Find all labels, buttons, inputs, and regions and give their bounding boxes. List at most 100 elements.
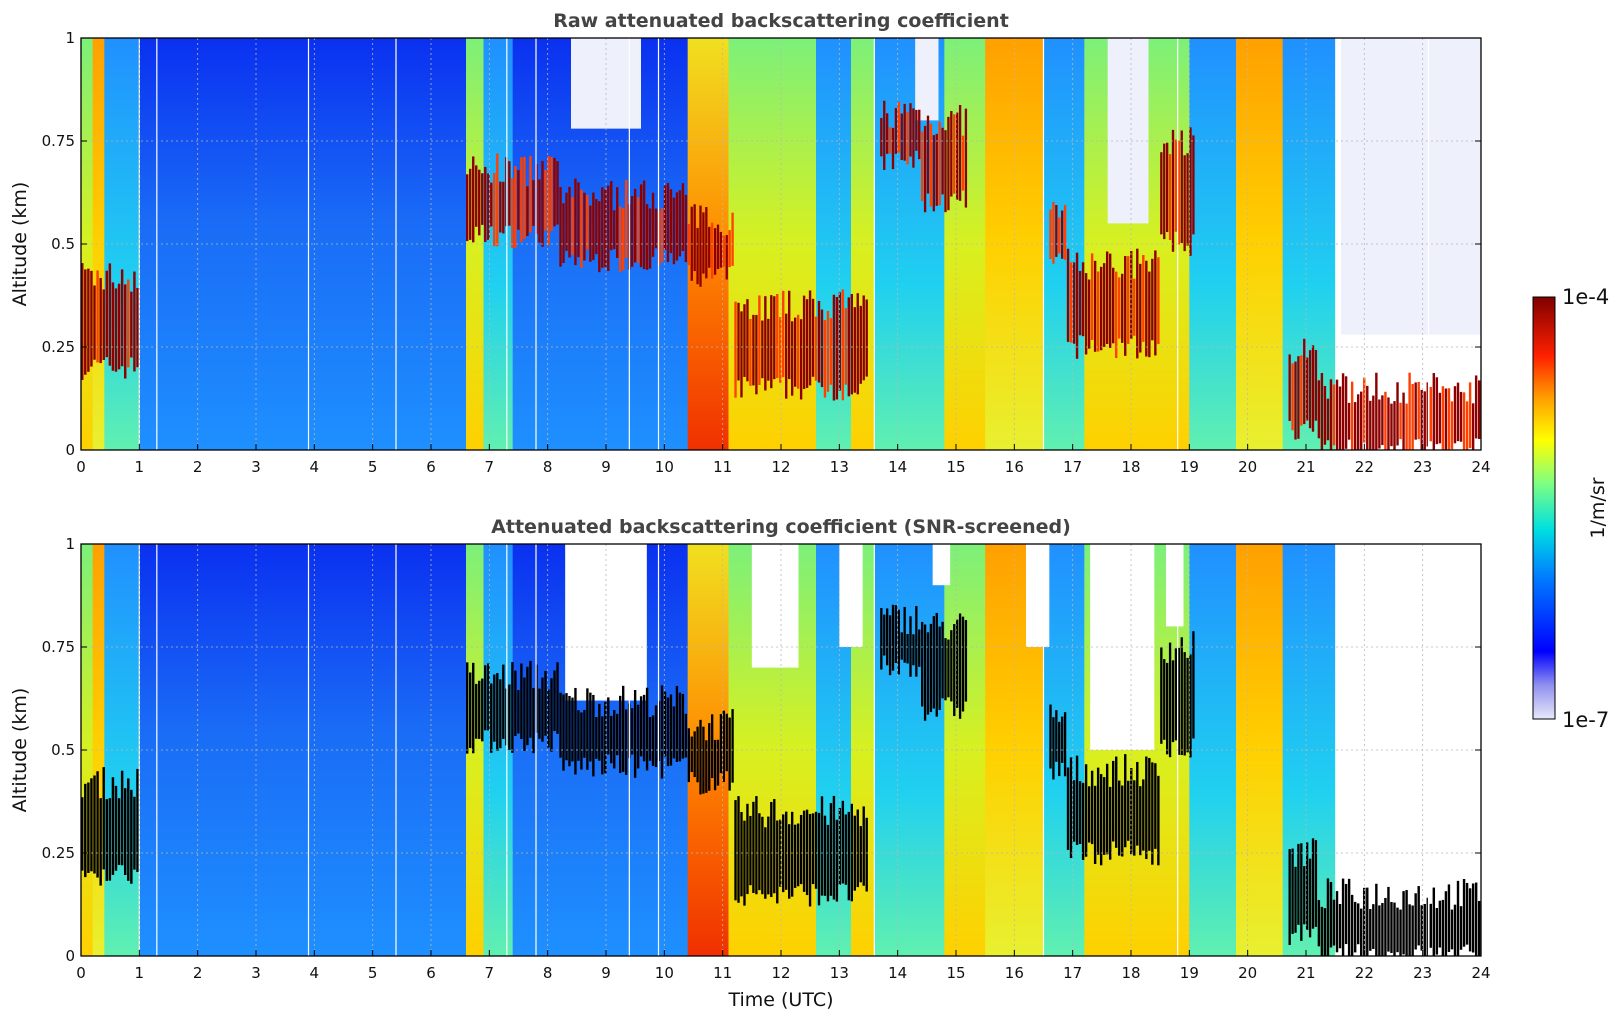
aerosol-layer-cell bbox=[669, 189, 673, 254]
aerosol-layer-cell bbox=[1308, 858, 1312, 938]
aerosol-layer-cell bbox=[929, 123, 933, 207]
aerosol-layer-cell bbox=[1093, 260, 1097, 352]
x-tick-label: 22 bbox=[1355, 964, 1374, 982]
x-tick-label: 20 bbox=[1238, 964, 1257, 982]
aerosol-layer-cell bbox=[711, 714, 714, 779]
aerosol-layer-cell bbox=[847, 297, 851, 397]
colorbar: 1e-4 1e-7 1/m/sr bbox=[1532, 285, 1609, 732]
aerosol-layer-cell bbox=[1462, 392, 1466, 450]
heatmap-segment bbox=[944, 38, 986, 450]
aerosol-layer-cell bbox=[624, 179, 628, 258]
aerosol-layer-cell bbox=[1121, 273, 1124, 343]
aerosol-layer-cell bbox=[716, 739, 720, 786]
aerosol-layer-cell bbox=[880, 608, 883, 670]
aerosol-layer-cell bbox=[481, 173, 484, 225]
aerosol-layer-cell bbox=[1402, 392, 1405, 450]
aerosol-layer-cell bbox=[921, 621, 924, 707]
aerosol-layer-cell bbox=[761, 320, 764, 379]
aerosol-layer-cell bbox=[690, 736, 693, 773]
aerosol-layer-cell bbox=[829, 803, 833, 896]
aerosol-layer-cell bbox=[553, 157, 556, 227]
aerosol-layer-cell bbox=[926, 632, 930, 715]
colorbar-unit-label: 1/m/sr bbox=[1587, 477, 1609, 538]
aerosol-layer-cell bbox=[1347, 878, 1351, 956]
aerosol-layer-cell bbox=[850, 294, 853, 395]
aerosol-layer-cell bbox=[1061, 210, 1064, 259]
aerosol-layer-cell bbox=[728, 230, 731, 268]
aerosol-layer-cell bbox=[844, 308, 848, 385]
aerosol-layer-cell bbox=[1099, 266, 1103, 351]
aerosol-layer-cell bbox=[487, 173, 490, 240]
x-tick-label: 24 bbox=[1471, 458, 1490, 476]
aerosol-layer-cell bbox=[538, 688, 541, 739]
aerosol-layer-cell bbox=[693, 204, 696, 272]
aerosol-layer-cell bbox=[790, 321, 794, 396]
aerosol-layer-cell bbox=[746, 803, 749, 895]
aerosol-layer-cell bbox=[1072, 780, 1076, 842]
aerosol-layer-cell bbox=[1314, 350, 1318, 421]
x-tick-label: 11 bbox=[713, 964, 732, 982]
aerosol-layer-cell bbox=[120, 770, 124, 866]
aerosol-layer-cell bbox=[1142, 255, 1145, 342]
aerosol-layer-cell bbox=[811, 813, 815, 885]
aerosol-layer-cell bbox=[743, 820, 746, 906]
aerosol-layer-cell bbox=[127, 778, 130, 881]
aerosol-layer-cell bbox=[1363, 377, 1366, 443]
aerosol-layer-cell bbox=[466, 174, 469, 242]
x-tick-label: 1 bbox=[135, 458, 145, 476]
aerosol-layer-cell bbox=[1435, 907, 1439, 955]
aerosol-layer-cell bbox=[1420, 389, 1423, 450]
aerosol-layer-cell bbox=[1399, 402, 1402, 440]
aerosol-layer-cell bbox=[565, 693, 568, 761]
aerosol-layer-cell bbox=[1390, 403, 1393, 447]
y-tick-label: 1 bbox=[65, 535, 75, 553]
aerosol-layer-cell bbox=[941, 621, 944, 699]
aerosol-layer-cell bbox=[888, 615, 892, 676]
aerosol-layer-cell bbox=[713, 739, 717, 791]
aerosol-layer-cell bbox=[1399, 909, 1402, 956]
aerosol-layer-cell bbox=[1417, 886, 1420, 946]
aerosol-layer-cell bbox=[1411, 383, 1414, 450]
aerosol-layer-cell bbox=[511, 178, 514, 248]
aerosol-layer-cell bbox=[514, 670, 517, 737]
clear-air-region bbox=[1107, 38, 1149, 224]
aerosol-layer-cell bbox=[719, 714, 723, 774]
aerosol-layer-cell bbox=[923, 624, 927, 721]
aerosol-layer-cell bbox=[556, 662, 559, 734]
clear-air-region bbox=[839, 544, 863, 647]
aerosol-layer-cell bbox=[805, 299, 809, 388]
y-tick-label: 0 bbox=[65, 441, 75, 459]
aerosol-layer-cell bbox=[136, 768, 139, 873]
aerosol-layer-cell bbox=[1320, 906, 1324, 956]
aerosol-layer-cell bbox=[1474, 375, 1478, 439]
screened-backscatter-panel: 0 1 2 3 4 5 6 7 8 9 10 11 12 13 14 15 16 17 18 19 20 21 22 23 24… bbox=[42, 535, 1491, 982]
aerosol-layer-cell bbox=[1063, 205, 1067, 260]
aerosol-layer-cell bbox=[1465, 882, 1469, 945]
aerosol-layer-cell bbox=[938, 121, 941, 206]
aerosol-layer-cell bbox=[684, 713, 688, 758]
aerosol-layer-cell bbox=[517, 690, 520, 734]
aerosol-layer-cell bbox=[1426, 897, 1429, 956]
aerosol-layer-cell bbox=[520, 663, 523, 740]
aerosol-layer-cell bbox=[99, 278, 102, 364]
aerosol-layer-cell bbox=[912, 108, 915, 168]
aerosol-layer-cell bbox=[544, 169, 547, 231]
aerosol-layer-cell bbox=[532, 687, 535, 754]
aerosol-layer-cell bbox=[746, 299, 749, 382]
x-tick-label: 21 bbox=[1296, 458, 1315, 476]
aerosol-layer-cell bbox=[1471, 403, 1475, 450]
aerosol-layer-cell bbox=[740, 311, 743, 398]
aerosol-layer-cell bbox=[1115, 271, 1118, 359]
aerosol-layer-cell bbox=[496, 673, 499, 752]
aerosol-layer-cell bbox=[562, 694, 565, 771]
clear-air-region bbox=[1341, 38, 1481, 335]
aerosol-layer-cell bbox=[651, 715, 655, 766]
aerosol-layer-cell bbox=[915, 109, 918, 151]
aerosol-layer-cell bbox=[1192, 135, 1195, 235]
aerosol-layer-cell bbox=[790, 811, 794, 897]
aerosol-layer-cell bbox=[897, 101, 900, 153]
aerosol-layer-cell bbox=[918, 629, 921, 667]
aerosol-layer-cell bbox=[559, 187, 562, 267]
aerosol-layer-cell bbox=[604, 701, 607, 774]
aerosol-layer-cell bbox=[1078, 781, 1082, 844]
